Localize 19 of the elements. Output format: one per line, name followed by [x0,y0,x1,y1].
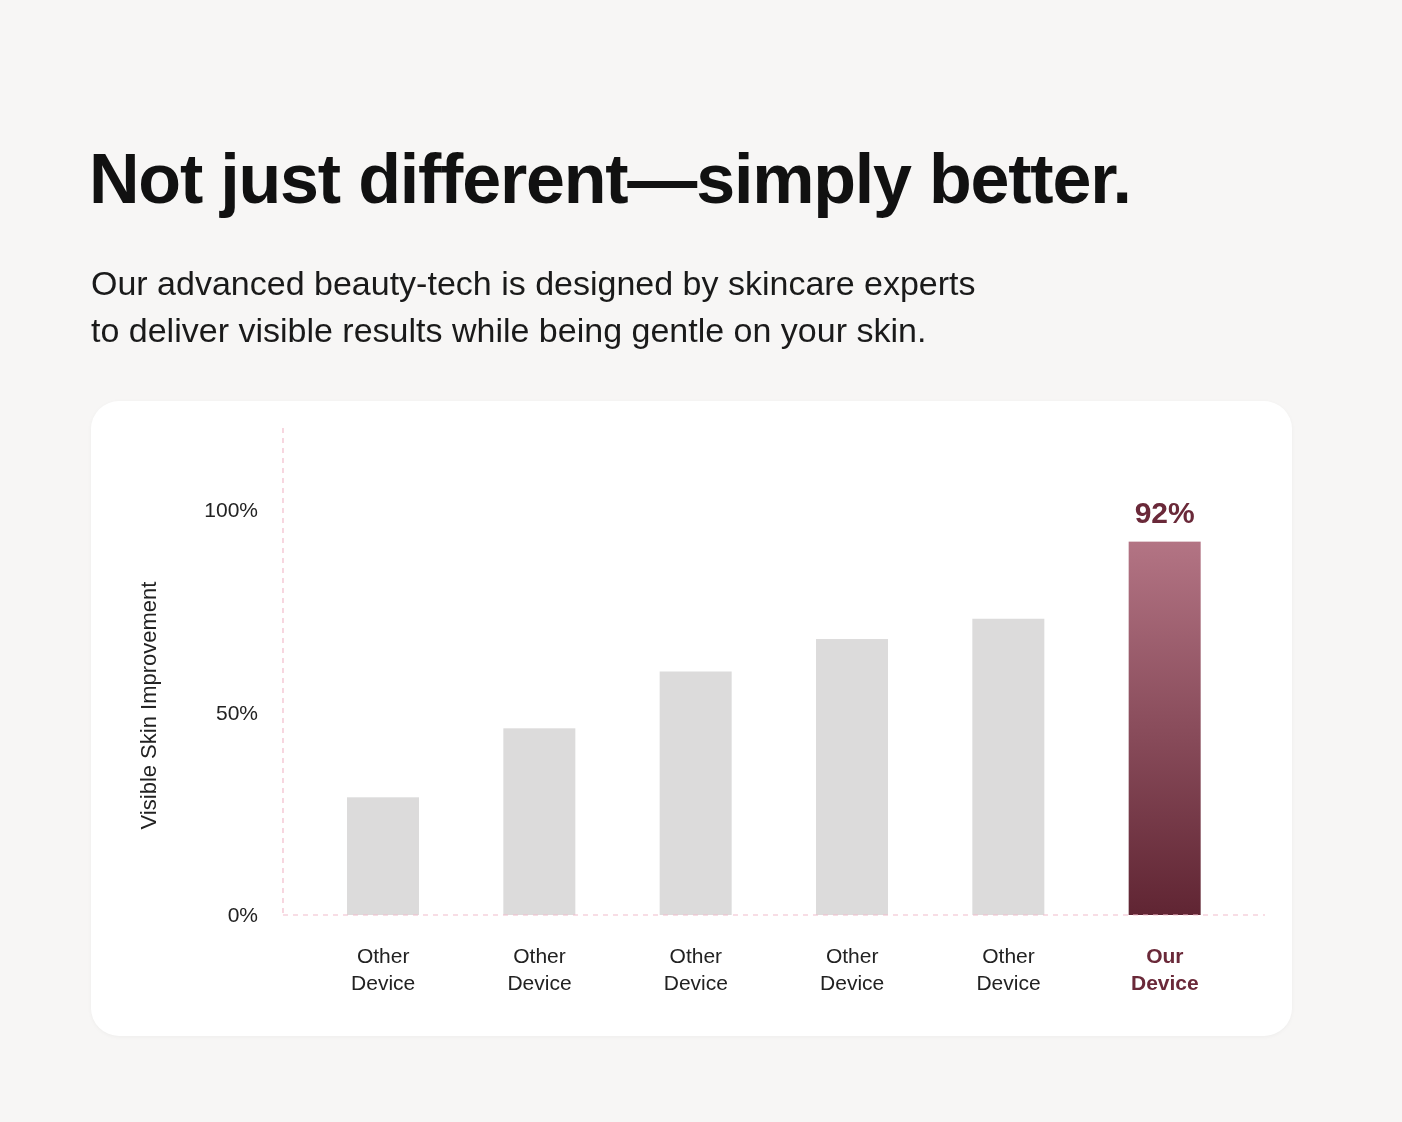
y-tick-label: 0% [227,903,258,927]
bar [503,728,576,915]
bar [1128,541,1201,915]
y-axis-title: Visible Skin Improvement [135,581,161,830]
x-tick-label: Our Device [1130,944,1199,994]
x-tick-label: Other Device [820,944,885,994]
chart-subtitle: Our advanced beauty-tech is designed by skincare experts to deliver visible results while being gentle on your skin. [91,263,977,351]
data-label: 92% [1134,495,1195,529]
y-tick-label: 100% [204,497,258,521]
bar [816,639,888,915]
x-tick-label: Other Device [351,944,416,994]
x-tick-label: Other Device [663,944,728,994]
chart-title: Not just different—simply better. [89,140,1131,218]
y-tick-label: 50% [215,700,258,724]
x-tick-label: Other Device [976,944,1041,994]
bar [659,671,732,915]
bar [972,618,1045,915]
bar [347,797,419,915]
x-tick-label: Other Device [507,944,572,994]
